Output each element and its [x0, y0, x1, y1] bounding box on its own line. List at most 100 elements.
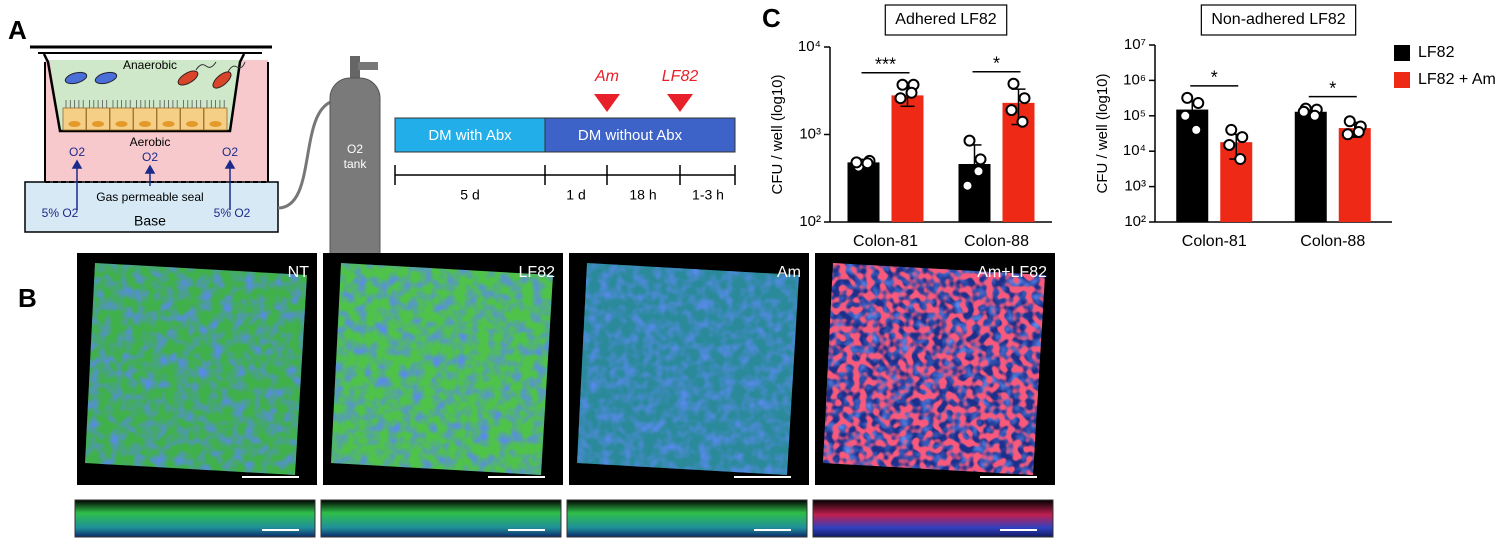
y-tick-label: 10³ [1124, 178, 1146, 195]
data-point [1225, 123, 1238, 136]
y-axis-label: CFU / well (log10) [1094, 73, 1111, 193]
zone-label: Anaerobic [123, 58, 177, 72]
image-label: NT [288, 264, 310, 281]
nuclei [85, 263, 307, 475]
duration: 18 h [629, 187, 656, 203]
title-box [884, 4, 1008, 36]
bar [847, 162, 880, 222]
nucleus [68, 121, 81, 127]
data-point [1343, 115, 1356, 128]
nuclei [577, 263, 799, 475]
data-point [1018, 92, 1031, 105]
nucleus [92, 121, 104, 127]
data-point [1236, 131, 1249, 144]
data-point [1308, 109, 1321, 122]
bar [1338, 128, 1371, 222]
data-point [961, 179, 974, 192]
data-point [1016, 115, 1029, 128]
bacterium [94, 71, 118, 85]
timeline: DM with Abx DM without Abx Am LF82 5 d 1… [394, 68, 736, 203]
y-tick-label: 10² [799, 213, 821, 230]
legend-label: LF82 + Am [1418, 71, 1496, 88]
charts: 10² 10³ 10⁴ Adhered LF82 CFU / well (log10) C… [769, 4, 1496, 250]
data-point [1352, 125, 1365, 138]
legend-label: LF82 [1418, 44, 1455, 61]
duration: 5 d [460, 187, 479, 203]
tank-label: tank [344, 157, 368, 171]
tank-label: O2 [347, 142, 363, 156]
valve [350, 56, 360, 82]
data-point [1341, 128, 1354, 141]
panel-label: B [18, 283, 37, 313]
data-point [861, 157, 874, 170]
nucleus [209, 121, 222, 127]
legend-swatch [1394, 72, 1410, 88]
image-label: LF82 [519, 264, 556, 281]
bacterium [64, 71, 88, 85]
significance: *** [875, 55, 896, 75]
bar [891, 95, 924, 222]
data-point [905, 86, 918, 99]
panel-label: C [762, 3, 781, 33]
microscopy: NT LF82 Am Am+LF82 [74, 253, 1055, 538]
data-point [974, 153, 987, 166]
side-view [74, 499, 316, 538]
data-point [1223, 138, 1236, 151]
phase-label: DM without Abx [578, 127, 683, 144]
bacterium [177, 70, 199, 86]
title-box [1200, 4, 1357, 36]
o2-arrows [71, 159, 236, 210]
data-point [894, 92, 907, 105]
insert-wall [42, 53, 246, 133]
o2-label: O2 [222, 145, 238, 159]
data-point [972, 165, 985, 178]
bacteria-signal [823, 263, 1045, 475]
bar [1294, 111, 1327, 222]
nucleus [115, 121, 128, 127]
data-point [1234, 153, 1247, 166]
phase-bar [544, 117, 736, 153]
epithelium [62, 100, 228, 131]
seal-label: Gas permeable seal [96, 190, 203, 204]
data-point [1005, 104, 1018, 117]
flagella [195, 61, 246, 73]
event-marker [667, 94, 693, 112]
data-point [896, 78, 909, 91]
data-point [1297, 105, 1310, 118]
significance: * [993, 54, 1000, 74]
nucleus [186, 121, 198, 127]
base-label: Base [134, 213, 166, 229]
nuclei [331, 263, 553, 475]
data-point [1192, 96, 1205, 109]
event-label: Am [594, 68, 619, 85]
duration: 1-3 h [692, 187, 724, 203]
data-point [1190, 123, 1203, 136]
legend-swatch [1394, 45, 1410, 61]
data-point [850, 156, 863, 169]
valve [358, 62, 378, 70]
base-o2: 5% O2 [214, 206, 251, 220]
chart-title: Adhered LF82 [895, 11, 997, 28]
data-point [1179, 109, 1192, 122]
o2-label: O2 [142, 150, 158, 164]
y-tick-label: 10² [1124, 213, 1146, 230]
image-label: Am+LF82 [977, 264, 1047, 281]
y-axis-label: CFU / well (log10) [769, 74, 786, 194]
data-point [963, 134, 976, 147]
significance: * [1211, 68, 1218, 88]
x-tick-label: Colon-88 [964, 233, 1029, 250]
chart-title: Non-adhered LF82 [1211, 11, 1345, 28]
significance: * [1329, 78, 1336, 98]
y-tick-label: 10⁵ [1123, 107, 1146, 124]
x-tick-label: Colon-81 [853, 233, 918, 250]
time-ticks [394, 165, 736, 185]
phase-bar [394, 117, 546, 153]
data-point [1181, 91, 1194, 104]
y-tick-label: 10⁶ [1123, 71, 1146, 88]
zone-label: Aerobic [130, 135, 171, 149]
side-view [566, 499, 808, 538]
nucleus [162, 121, 175, 127]
event-label: LF82 [662, 68, 699, 85]
base-o2: 5% O2 [42, 206, 79, 220]
